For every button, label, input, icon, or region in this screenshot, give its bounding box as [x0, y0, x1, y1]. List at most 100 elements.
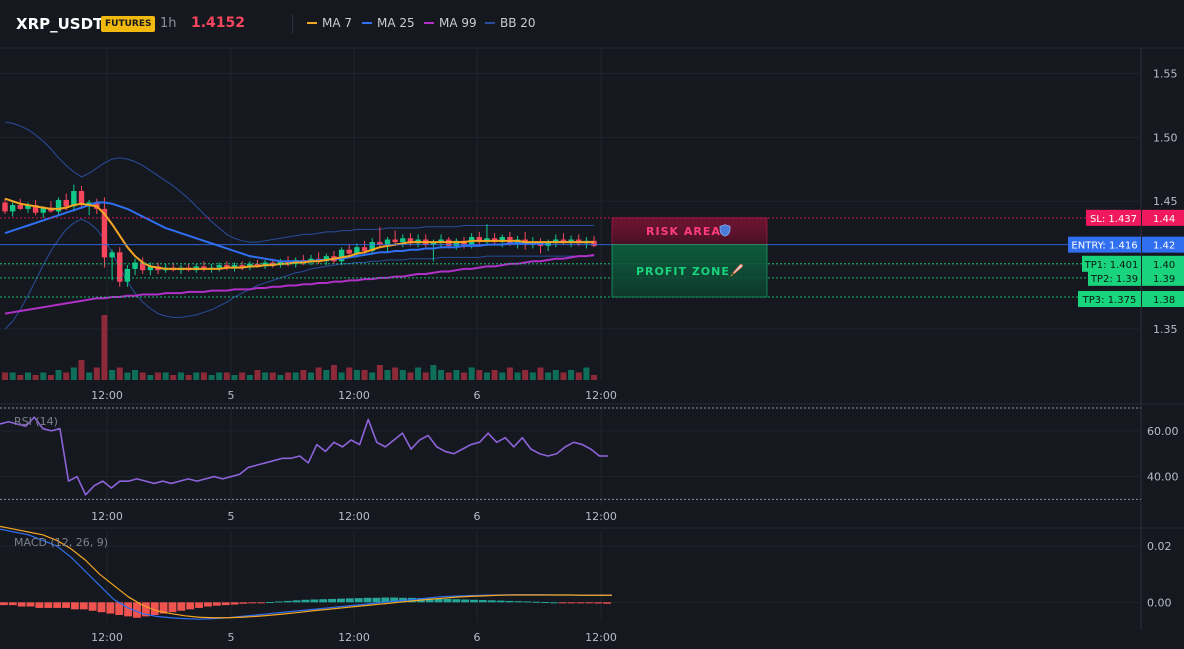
macd-histogram-bar: [248, 602, 257, 604]
time-tick-label: 5: [228, 631, 235, 644]
legend-ma99[interactable]: MA 99: [424, 16, 477, 30]
volume-bar: [468, 367, 475, 380]
macd-histogram-bar: [266, 602, 274, 604]
volume-bar: [392, 367, 399, 380]
legend-ma7-label: MA 7: [322, 16, 353, 30]
macd-histogram-bar: [274, 601, 283, 603]
legend-bb20-label: BB 20: [500, 16, 536, 30]
candle-body: [231, 265, 238, 268]
macd-histogram-bar: [97, 602, 106, 613]
candle-body: [384, 239, 391, 245]
timeframe-label[interactable]: 1h: [160, 16, 177, 31]
volume-bar: [583, 367, 590, 380]
macd-histogram-bar: [452, 599, 461, 603]
volume-bar: [63, 372, 70, 380]
macd-histogram-bar: [363, 597, 372, 603]
time-tick-label: 12:00: [91, 389, 123, 402]
macd-histogram-bar: [532, 601, 541, 603]
futures-badge: FUTURES: [101, 16, 156, 32]
volume-bar: [438, 370, 445, 380]
volume-bar: [384, 370, 391, 380]
macd-histogram-bar: [204, 602, 212, 607]
candle-body: [285, 261, 291, 264]
volume-bar: [231, 375, 238, 380]
candle-body: [101, 208, 108, 258]
bb20-swatch: [485, 22, 495, 24]
macd-histogram-bar: [434, 598, 443, 603]
volume-bar: [323, 370, 330, 380]
price-pane: 1.55 1.50 1.45 1.40 1.35 12:00 5 12:00 6 12:00: [0, 48, 1178, 402]
volume-bar: [78, 360, 85, 380]
macd-histogram-bar: [470, 599, 478, 603]
macd-histogram-bar: [168, 602, 177, 613]
volume-bar: [155, 372, 161, 380]
volume-bar: [491, 370, 498, 380]
rocket-icon: [732, 264, 743, 275]
trade-levels: RISK AREA PROFIT ZONE SL: 1.437 1.44 ENTRY: …: [0, 209, 1184, 307]
candle-body: [224, 265, 230, 268]
volume-bar: [32, 375, 39, 380]
tp-axis-tag: [1142, 255, 1184, 272]
macd-histogram-bar: [115, 602, 124, 615]
profit-zone: [611, 244, 768, 298]
candle-body: [109, 252, 115, 258]
entry-level-label: ENTRY: 1.416: [1071, 241, 1137, 252]
macd-histogram-bar: [354, 598, 363, 603]
macd-tick-label: 0.02: [1147, 540, 1172, 553]
candle-body: [63, 199, 69, 207]
ma99-line: [4, 253, 595, 315]
volume-bar: [338, 372, 345, 380]
candle-body: [407, 238, 414, 244]
tp-level-label: TP1: 1.401: [1084, 260, 1139, 271]
macd-histogram-bar: [487, 600, 496, 603]
candle-body: [71, 191, 77, 207]
volume-bar: [499, 372, 506, 380]
legend-bb20[interactable]: BB 20: [485, 16, 536, 30]
legend-ma25-label: MA 25: [377, 16, 415, 30]
tp-axis-tag: [1142, 269, 1184, 286]
volume-bar: [2, 372, 8, 380]
candle-body: [591, 240, 597, 246]
macd-histogram-bar: [53, 602, 62, 608]
volume-bar: [285, 372, 292, 380]
legend-ma7[interactable]: MA 7: [307, 16, 352, 30]
rsi-line: [0, 416, 608, 496]
volume-bar: [476, 370, 483, 380]
volume-bar: [277, 375, 284, 380]
candle-body: [25, 205, 31, 209]
volume-bar: [40, 372, 47, 380]
candle-body: [568, 239, 574, 243]
entry-axis-value: 1.42: [1153, 241, 1175, 252]
macd-histogram-bar: [159, 602, 168, 614]
volume-bar: [116, 367, 123, 380]
candle-body: [40, 207, 46, 213]
macd-histogram-bar: [17, 602, 26, 607]
volume-bar: [9, 372, 16, 380]
macd-histogram-bar: [133, 602, 141, 618]
macd-histogram-bar: [44, 602, 53, 608]
volume-bar: [568, 370, 575, 380]
volume-bar: [93, 367, 100, 380]
macd-histogram-bar: [337, 598, 345, 603]
volume-bar: [514, 372, 521, 380]
volume-bar: [361, 370, 368, 380]
macd-histogram-bar: [221, 602, 230, 606]
volume-bar: [200, 372, 207, 380]
tp-level-tag: [1078, 291, 1141, 307]
macd-histogram-bar: [79, 602, 88, 610]
legend-ma99-label: MA 99: [439, 16, 477, 30]
time-tick-label: 5: [228, 510, 235, 523]
price-tick-label: 1.35: [1153, 323, 1178, 336]
ma25-line: [4, 201, 595, 263]
macd-histogram-bar: [425, 598, 434, 603]
macd-histogram-bar: [558, 602, 567, 604]
macd-histogram-bar: [150, 602, 159, 615]
symbol-label[interactable]: XRP_USDT: [16, 15, 104, 33]
volume-bar: [147, 375, 154, 380]
legend-ma25[interactable]: MA 25: [362, 16, 415, 30]
volume-bar: [269, 372, 276, 380]
time-tick-label: 6: [474, 631, 481, 644]
macd-histogram-bar: [186, 602, 195, 610]
volume-bar: [17, 375, 24, 380]
